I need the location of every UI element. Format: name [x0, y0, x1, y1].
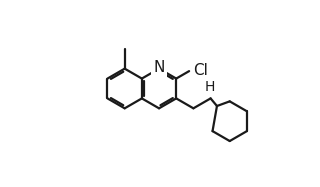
Text: Cl: Cl — [193, 63, 208, 78]
Text: H: H — [204, 80, 215, 94]
Text: N: N — [153, 60, 165, 75]
